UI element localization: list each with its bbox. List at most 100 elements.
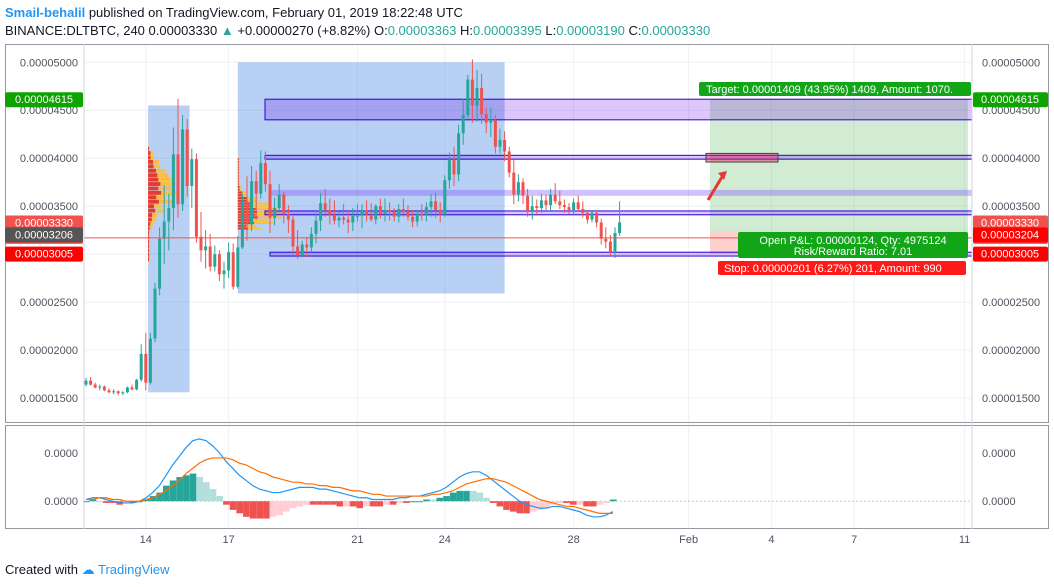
- channel-band: [269, 251, 972, 257]
- macd-histogram-bar: [256, 501, 264, 519]
- volume-profile-bar: [237, 221, 274, 225]
- macd-histogram-bar: [436, 497, 444, 502]
- candle-body: [516, 182, 520, 195]
- profit-zone: [710, 99, 968, 232]
- candle-body: [567, 207, 571, 210]
- candle-body: [231, 252, 235, 287]
- macd-histogram-bar: [223, 501, 230, 505]
- volume-profile-bar: [148, 239, 151, 244]
- right-price-tag: 0.00003005: [981, 249, 1039, 261]
- symbol-line: BINANCE:DLTBTC, 240 0.00003330 ▲ +0.0000…: [5, 23, 710, 38]
- volume-profile-bar-red: [148, 190, 162, 195]
- volume-profile-bar: [148, 182, 176, 186]
- macd-histogram-bar: [536, 501, 544, 510]
- volume-profile-bar-red: [237, 174, 239, 177]
- macd-histogram-bar: [356, 501, 364, 509]
- signal-line: [86, 457, 613, 514]
- volume-profile-bar: [237, 160, 240, 164]
- volume-profile-bar: [148, 235, 151, 240]
- macd-histogram-bar: [556, 501, 564, 503]
- left-price-tag-bg: [5, 92, 83, 108]
- candle-body: [135, 379, 139, 390]
- candle-body: [125, 387, 129, 393]
- macd-histogram-bar: [263, 501, 270, 519]
- macd-histogram-bar: [503, 501, 510, 510]
- macd-histogram-bar: [609, 499, 617, 502]
- macd-histogram-bar: [176, 477, 183, 502]
- right-price-tick: 0.00002000: [982, 345, 1040, 357]
- macd-histogram-bar: [163, 485, 170, 502]
- volume-profile-bar-red: [148, 151, 151, 155]
- macd-histogram-bar: [189, 473, 197, 502]
- volume-profile-bar: [237, 166, 240, 169]
- macd-histogram-bar: [323, 501, 330, 505]
- candle-body: [250, 181, 254, 225]
- candle-body: [213, 254, 217, 267]
- candle-body: [590, 212, 594, 220]
- candle-body: [167, 208, 171, 222]
- open-label: O:: [373, 23, 388, 38]
- volume-profile-bar-red: [237, 205, 253, 208]
- candle-body: [507, 151, 511, 173]
- volume-profile-bar: [237, 174, 240, 177]
- candle-body: [254, 181, 258, 194]
- target-marker-box: [705, 152, 779, 163]
- macd-histogram-bar: [523, 501, 530, 514]
- macd-histogram-bar: [109, 501, 117, 503]
- macd-histogram-bar: [336, 501, 344, 507]
- candle-body: [139, 353, 143, 380]
- time-tick-label: 4: [768, 534, 774, 546]
- macd-histogram-bar: [363, 501, 370, 507]
- macd-histogram-bar: [343, 501, 350, 507]
- macd-left-tick: 0.0000: [44, 496, 78, 508]
- publish-info: published on TradingView.com, February 0…: [88, 5, 463, 20]
- volume-profile-bar-red: [148, 182, 161, 186]
- volume-profile-bar: [148, 190, 178, 195]
- candle-body: [277, 194, 281, 209]
- macd-histogram-bar: [369, 501, 377, 507]
- macd-histogram-bar: [169, 480, 177, 502]
- candle-body: [438, 209, 442, 215]
- candle-body: [604, 238, 608, 242]
- candle-body: [613, 233, 617, 253]
- right-price-tag: 0.00003330: [981, 217, 1039, 229]
- left-price-tick: 0.00003500: [20, 201, 78, 213]
- candle-body: [415, 213, 419, 222]
- volume-profile-bar: [148, 221, 153, 226]
- volume-profile-bar-red: [148, 177, 159, 182]
- macd-histogram-bar: [196, 477, 203, 502]
- close-label: C:: [628, 23, 642, 38]
- macd-right-tick: 0.0000: [982, 496, 1016, 508]
- left-price-tag-bg: [5, 215, 83, 231]
- candle-body: [392, 211, 396, 217]
- left-price-tag: 0.00003005: [15, 249, 73, 261]
- author-name[interactable]: Smail-behalil: [5, 5, 86, 20]
- macd-histogram-bar: [429, 499, 437, 502]
- volume-profile-bar-red: [148, 239, 149, 244]
- created-with-text: Created with: [5, 562, 78, 577]
- candle-body: [309, 233, 313, 248]
- volume-profile-bar-red: [148, 221, 151, 226]
- time-tick-label: 14: [140, 534, 152, 546]
- macd-histogram-bar: [603, 501, 610, 503]
- macd-histogram-bar: [316, 501, 324, 505]
- high-value: 0.00003395: [473, 23, 542, 38]
- candle-body: [199, 236, 203, 251]
- left-price-tick: 0.00004000: [20, 153, 78, 165]
- candle-body: [595, 212, 599, 223]
- volume-profile-bar: [148, 226, 152, 231]
- volume-profile-bar-red: [148, 173, 158, 178]
- target-label-bg: [699, 82, 971, 96]
- volume-profile-bar-red: [237, 160, 239, 164]
- volume-profile-bar: [148, 213, 157, 217]
- candle-body: [236, 247, 240, 287]
- volume-profile-bar-red: [237, 191, 243, 194]
- candle-body: [581, 209, 585, 213]
- tradingview-brand[interactable]: TradingView: [98, 562, 170, 577]
- right-price-tag: 0.00003204: [981, 230, 1039, 242]
- volume-profile-bar-red: [237, 177, 239, 180]
- candle-body: [208, 246, 212, 267]
- candle-body: [319, 203, 323, 221]
- candle-body: [98, 386, 102, 388]
